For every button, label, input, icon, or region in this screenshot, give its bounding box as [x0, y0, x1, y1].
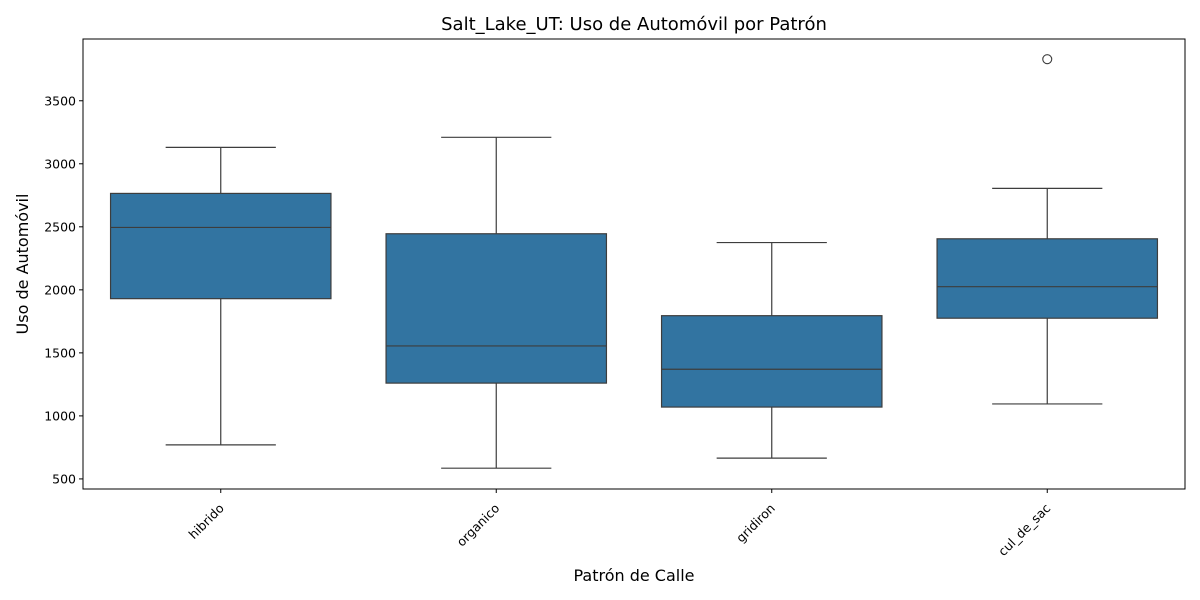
box-organico — [385, 233, 608, 384]
y-tick-label: 3000 — [44, 156, 76, 171]
y-tick-label: 500 — [52, 471, 76, 486]
box-cul_de_sac — [936, 238, 1159, 319]
x-tick-label: gridiron — [733, 501, 778, 546]
y-tick-label: 2500 — [44, 219, 76, 234]
plot-area: 500 1000 1500 2000 2500 3000 3500 hibrido organi… — [44, 38, 1186, 559]
y-tick-label: 1500 — [44, 345, 76, 360]
axes-frame — [82, 38, 1186, 490]
x-tick-label: cul_de_sac — [995, 500, 1053, 558]
x-tick-label: hibrido — [185, 501, 226, 542]
x-tick-label: organico — [454, 501, 503, 550]
outlier-point — [1042, 54, 1053, 65]
box-hibrido — [109, 192, 332, 300]
y-tick-label: 3500 — [44, 93, 76, 108]
x-axis-label: Patrón de Calle — [573, 566, 694, 585]
chart-title: Salt_Lake_UT: Uso de Automóvil por Patró… — [441, 14, 827, 35]
y-axis-label: Uso de Automóvil — [13, 194, 32, 335]
y-tick-label: 2000 — [44, 282, 76, 297]
y-tick-label: 1000 — [44, 408, 76, 423]
box-gridiron — [660, 315, 883, 408]
